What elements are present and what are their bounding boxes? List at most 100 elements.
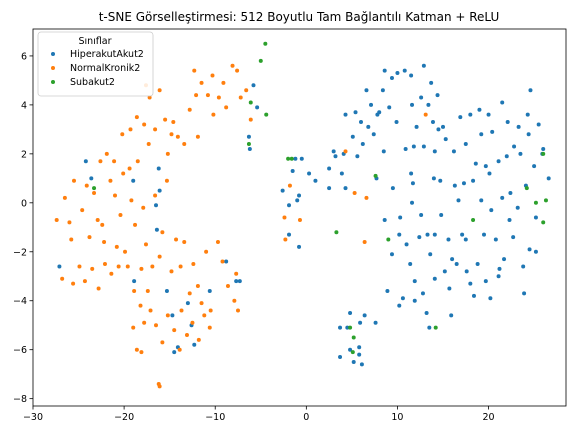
point-HiperakutAkut2-170 [533, 249, 538, 254]
x-tick-label: −30 [23, 412, 43, 423]
point-Subakut2-3 [248, 100, 253, 105]
point-NormalKronik2-93 [210, 73, 215, 78]
point-NormalKronik2-55 [109, 271, 114, 276]
point-HiperakutAkut2-39 [360, 142, 365, 147]
point-HiperakutAkut2-103 [496, 274, 501, 279]
point-HiperakutAkut2-70 [410, 200, 415, 205]
y-tick-label: −8 [13, 394, 27, 405]
point-HiperakutAkut2-59 [421, 144, 426, 149]
point-HiperakutAkut2-17 [224, 259, 229, 264]
point-HiperakutAkut2-34 [327, 166, 332, 171]
point-NormalKronik2-35 [182, 239, 187, 244]
point-HiperakutAkut2-101 [507, 217, 512, 222]
point-NormalKronik2-9 [95, 217, 100, 222]
point-HiperakutAkut2-90 [512, 144, 517, 149]
point-HiperakutAkut2-27 [295, 198, 300, 203]
point-HiperakutAkut2-131 [409, 171, 414, 176]
y-tick-label: −6 [13, 345, 27, 356]
point-HiperakutAkut2-162 [398, 215, 403, 220]
point-NormalKronik2-110 [287, 183, 292, 188]
point-NormalKronik2-114 [364, 195, 369, 200]
point-HiperakutAkut2-126 [397, 303, 402, 308]
point-NormalKronik2-38 [195, 284, 200, 289]
x-tick-label: −20 [114, 412, 134, 423]
point-NormalKronik2-118 [113, 193, 117, 198]
point-HiperakutAkut2-174 [468, 281, 473, 286]
point-HiperakutAkut2-137 [338, 355, 343, 360]
point-HiperakutAkut2-35 [331, 149, 336, 154]
point-HiperakutAkut2-145 [327, 186, 332, 191]
point-HiperakutAkut2-1 [89, 176, 94, 181]
point-HiperakutAkut2-127 [385, 288, 390, 293]
point-NormalKronik2-100 [244, 88, 249, 93]
point-HiperakutAkut2-66 [432, 149, 437, 154]
point-HiperakutAkut2-57 [411, 144, 416, 149]
point-NormalKronik2-70 [202, 313, 207, 318]
point-HiperakutAkut2-18 [234, 279, 239, 284]
point-HiperakutAkut2-65 [443, 137, 448, 142]
point-Subakut2-13 [386, 237, 391, 242]
point-NormalKronik2-72 [131, 325, 136, 330]
point-NormalKronik2-42 [215, 239, 220, 244]
point-HiperakutAkut2-2 [57, 264, 62, 269]
point-NormalKronik2-32 [169, 269, 174, 274]
point-HiperakutAkut2-60 [421, 63, 426, 68]
point-NormalKronik2-53 [96, 286, 101, 291]
point-NormalKronik2-51 [82, 279, 87, 284]
point-NormalKronik2-15 [114, 244, 119, 249]
point-HiperakutAkut2-73 [432, 232, 437, 237]
point-NormalKronik2-66 [177, 347, 182, 352]
point-NormalKronik2-76 [157, 384, 162, 389]
point-NormalKronik2-60 [142, 320, 147, 325]
point-NormalKronik2-24 [141, 205, 146, 210]
point-HiperakutAkut2-3 [131, 178, 136, 183]
legend-label-HiperakutAkut2: HiperakutAkut2 [70, 49, 144, 60]
point-HiperakutAkut2-139 [351, 359, 356, 364]
chart-title: t-SNE Görselleştirmesi: 512 Boyutlu Tam … [99, 10, 500, 24]
point-HiperakutAkut2-133 [358, 320, 363, 325]
point-NormalKronik2-40 [204, 249, 209, 254]
plot-frame [32, 28, 567, 407]
point-NormalKronik2-19 [127, 166, 132, 171]
point-NormalKronik2-22 [135, 159, 140, 164]
point-HiperakutAkut2-144 [343, 112, 348, 117]
point-NormalKronik2-119 [179, 308, 184, 313]
point-HiperakutAkut2-143 [373, 320, 378, 325]
point-Subakut2-14 [433, 325, 438, 330]
y-tick-label: 4 [21, 100, 27, 111]
point-Subakut2-2 [258, 58, 263, 63]
point-NormalKronik2-67 [184, 333, 189, 338]
point-HiperakutAkut2-68 [429, 80, 434, 85]
point-NormalKronik2-27 [150, 264, 155, 269]
point-HiperakutAkut2-138 [348, 347, 353, 352]
point-Subakut2-10 [351, 335, 356, 340]
point-HiperakutAkut2-56 [403, 146, 408, 151]
point-HiperakutAkut2-20 [247, 146, 252, 151]
point-HiperakutAkut2-88 [500, 100, 505, 105]
point-NormalKronik2-104 [211, 112, 216, 117]
point-NormalKronik2-2 [67, 220, 72, 225]
point-NormalKronik2-0 [54, 217, 59, 222]
point-NormalKronik2-92 [205, 93, 210, 98]
point-HiperakutAkut2-48 [380, 88, 385, 93]
point-HiperakutAkut2-47 [381, 149, 386, 154]
point-NormalKronik2-91 [199, 80, 204, 85]
point-HiperakutAkut2-130 [390, 186, 395, 191]
point-Subakut2-6 [286, 156, 291, 161]
legend-box [37, 31, 154, 97]
point-NormalKronik2-16 [118, 213, 123, 218]
point-HiperakutAkut2-7 [154, 227, 159, 232]
point-HiperakutAkut2-22 [255, 105, 260, 110]
point-HiperakutAkut2-31 [287, 232, 292, 237]
point-Subakut2-12 [373, 173, 378, 178]
point-HiperakutAkut2-113 [447, 286, 452, 291]
point-HiperakutAkut2-58 [414, 124, 419, 129]
point-NormalKronik2-34 [178, 264, 183, 269]
y-tick-label: −4 [13, 296, 27, 307]
point-HiperakutAkut2-109 [471, 293, 476, 298]
point-NormalKronik2-88 [182, 142, 187, 147]
point-HiperakutAkut2-6 [154, 203, 158, 208]
point-HiperakutAkut2-107 [475, 262, 480, 267]
point-HiperakutAkut2-149 [350, 134, 355, 139]
